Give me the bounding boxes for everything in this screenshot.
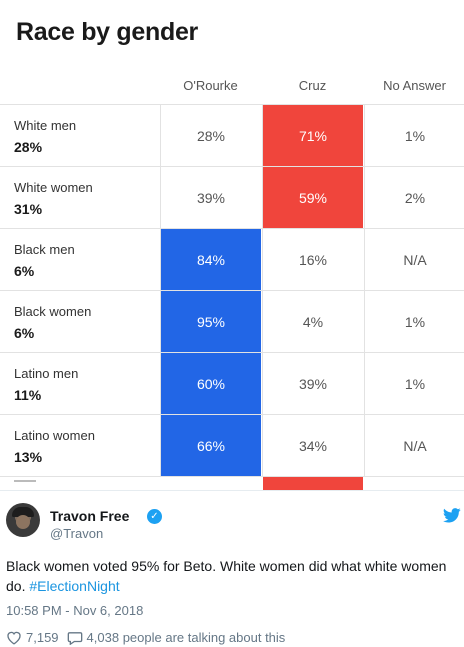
cell-orourke: 28% — [160, 105, 261, 167]
tweet-text: Black women voted 95% for Beto. White wo… — [6, 556, 458, 596]
row-share: 28% — [14, 139, 43, 155]
row-label: Black men — [14, 242, 75, 257]
row-share: 6% — [14, 263, 35, 279]
column-header-orourke: O'Rourke — [183, 78, 238, 93]
heart-icon[interactable] — [6, 630, 22, 645]
table-row: Black women 6% 95% 4% 1% — [0, 290, 464, 353]
tweet-actions: 7,159 4,038 people are talking about thi… — [6, 630, 285, 645]
table-row: White men 28% 28% 71% 1% — [0, 104, 464, 167]
column-header-cruz: Cruz — [298, 78, 327, 93]
cell-orourke: 95% — [160, 291, 261, 353]
verified-badge-icon: ✓ — [147, 509, 162, 524]
table-row: Black men 6% 84% 16% N/A — [0, 228, 464, 291]
avatar-face — [16, 515, 30, 529]
graphic-title: Race by gender — [16, 18, 198, 46]
exit-poll-graphic: Race by gender O'Rourke Cruz No Answer W… — [0, 18, 464, 490]
cell-no-answer: 1% — [364, 291, 464, 353]
twitter-bird-icon[interactable] — [443, 508, 461, 523]
table-row-cutoff — [0, 476, 464, 490]
like-count[interactable]: 7,159 — [26, 630, 59, 645]
cutoff-cruz-fill — [263, 477, 363, 490]
tweet-timestamp[interactable]: 10:58 PM - Nov 6, 2018 — [6, 603, 144, 618]
cell-cruz: 71% — [262, 105, 363, 167]
cell-cruz: 39% — [262, 353, 363, 415]
cell-no-answer: N/A — [364, 415, 464, 477]
author-handle[interactable]: @Travon — [50, 526, 104, 541]
cell-orourke: 60% — [160, 353, 261, 415]
table-row: Latino men 11% 60% 39% 1% — [0, 352, 464, 415]
hashtag-link[interactable]: #ElectionNight — [29, 578, 120, 594]
divider — [0, 490, 464, 491]
row-label: Latino men — [14, 366, 79, 381]
cutoff-label-fragment — [14, 480, 36, 482]
cell-no-answer: N/A — [364, 229, 464, 291]
author-display-name[interactable]: Travon Free — [50, 508, 130, 524]
row-label: Latino women — [14, 428, 95, 443]
conversation-count[interactable]: 4,038 people are talking about this — [86, 630, 286, 645]
cell-no-answer: 1% — [364, 105, 464, 167]
row-share: 11% — [14, 387, 42, 403]
row-share: 31% — [14, 201, 43, 217]
row-share: 6% — [14, 325, 35, 341]
cell-no-answer: 2% — [364, 167, 464, 229]
cell-cruz: 34% — [262, 415, 363, 477]
table-row: White women 31% 39% 59% 2% — [0, 166, 464, 229]
cell-cruz: 4% — [262, 291, 363, 353]
cell-cruz: 59% — [262, 167, 363, 229]
table-row: Latino women 13% 66% 34% N/A — [0, 414, 464, 477]
row-label: White men — [14, 118, 77, 133]
cell-cruz: 16% — [262, 229, 363, 291]
row-label: White women — [14, 180, 93, 195]
row-share: 13% — [14, 449, 43, 465]
cell-no-answer: 1% — [364, 353, 464, 415]
avatar[interactable] — [6, 503, 40, 537]
cell-orourke: 84% — [160, 229, 261, 291]
cell-orourke: 66% — [160, 415, 261, 477]
cell-orourke: 39% — [160, 167, 261, 229]
row-label: Black women — [14, 304, 92, 319]
avatar-cap — [12, 507, 34, 517]
tweet-body: Black women voted 95% for Beto. White wo… — [6, 558, 447, 594]
speech-bubble-icon[interactable] — [67, 630, 83, 645]
column-header-no-answer: No Answer — [383, 78, 446, 93]
